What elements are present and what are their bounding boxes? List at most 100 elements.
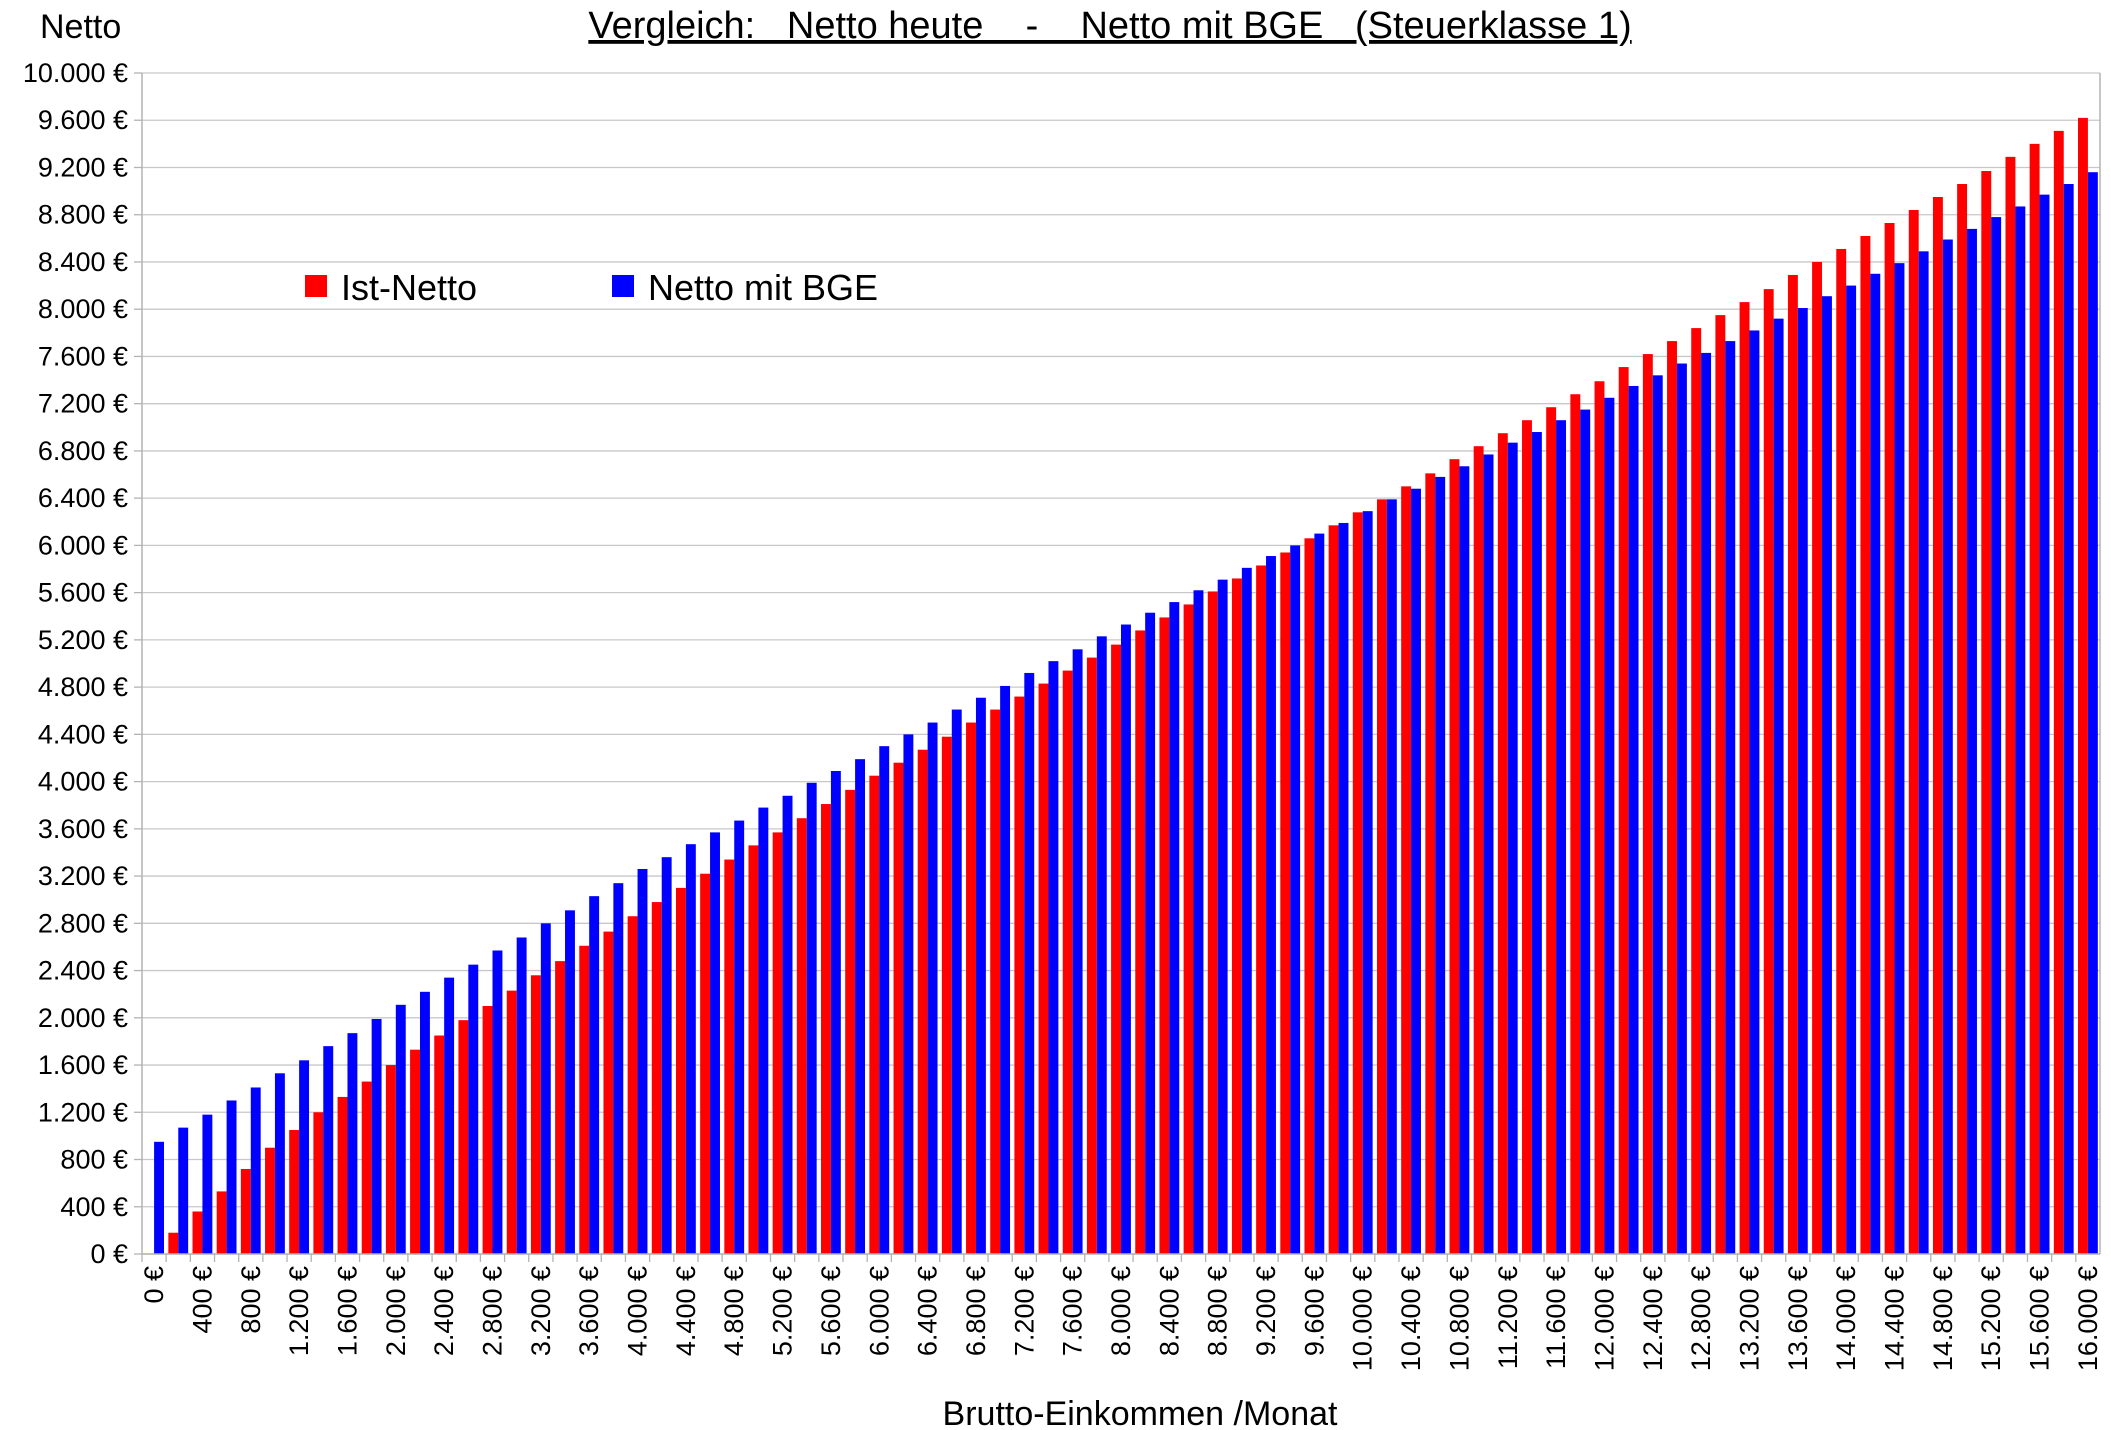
y-tick-label: 400 € [60, 1192, 128, 1222]
bar [250, 1087, 261, 1254]
x-tick-label: 15.600 € [2025, 1266, 2055, 1371]
bar [1860, 235, 1871, 1254]
bar [1483, 454, 1494, 1254]
x-tick-label: 0 € [139, 1266, 169, 1304]
bar [468, 964, 479, 1254]
bar [482, 1005, 493, 1254]
bar [675, 887, 686, 1254]
bar [855, 759, 866, 1254]
bar [202, 1114, 213, 1254]
x-tick-label: 8.800 € [1203, 1266, 1233, 1356]
y-tick-label: 5.200 € [38, 625, 128, 655]
bar [516, 937, 527, 1254]
bar [1667, 341, 1677, 1254]
x-tick-label: 2.000 € [381, 1266, 411, 1356]
chart-title: Vergleich: Netto heute - Netto mit BGE (… [588, 5, 1631, 47]
bar [492, 950, 503, 1254]
bar [1352, 512, 1363, 1254]
bar [1411, 488, 1421, 1254]
bar [361, 1081, 372, 1254]
x-tick-label: 6.000 € [864, 1266, 894, 1356]
bar [1604, 397, 1615, 1254]
bar [565, 910, 575, 1254]
bar [168, 1232, 179, 1254]
bar [661, 857, 672, 1254]
bar [700, 873, 711, 1254]
x-tick-label: 800 € [236, 1266, 266, 1334]
bar [1715, 315, 1726, 1255]
y-tick-label: 3.600 € [38, 814, 128, 844]
x-tick-label: 15.200 € [1976, 1266, 2006, 1371]
bar [1241, 567, 1252, 1254]
bar [192, 1211, 203, 1254]
bar [2063, 184, 2074, 1254]
y-tick-label: 6.800 € [38, 436, 128, 466]
bar [540, 923, 551, 1254]
bar [893, 762, 904, 1254]
bar [2078, 117, 2088, 1254]
bar [1691, 328, 1702, 1254]
y-tick-label: 8.800 € [38, 200, 128, 230]
bar [1836, 248, 1847, 1254]
bar [2029, 143, 2040, 1255]
bar [1328, 525, 1339, 1254]
bar [274, 1073, 285, 1254]
x-tick-label: 10.400 € [1396, 1266, 1426, 1371]
bar [313, 1112, 324, 1254]
bar [1957, 184, 1968, 1254]
bar [1207, 591, 1218, 1254]
y-tick-label: 5.600 € [38, 578, 128, 608]
bar [385, 1065, 396, 1254]
legend-swatch [612, 275, 634, 297]
bar [434, 1035, 445, 1254]
bar [323, 1046, 334, 1254]
x-tick-label: 5.200 € [768, 1266, 798, 1356]
bar [419, 991, 430, 1254]
bar [347, 1033, 358, 1254]
bar [1556, 420, 1567, 1254]
bar [1256, 565, 1267, 1254]
x-tick-label: 12.800 € [1686, 1266, 1716, 1371]
bar [371, 1018, 382, 1254]
x-tick-label: 3.200 € [526, 1266, 556, 1356]
bar [1449, 459, 1460, 1254]
bar [796, 818, 807, 1254]
bar [1618, 367, 1629, 1255]
bar [1546, 407, 1557, 1254]
bar [1497, 433, 1508, 1255]
bar [579, 945, 590, 1254]
bar [410, 1049, 420, 1254]
bar [1217, 579, 1228, 1254]
bar [240, 1168, 251, 1254]
bar [1290, 545, 1301, 1254]
bar [444, 977, 455, 1254]
bar [1304, 538, 1315, 1254]
bar [1846, 285, 1857, 1255]
bar [2015, 206, 2026, 1254]
bar [1121, 624, 1131, 1254]
bar [1145, 612, 1156, 1254]
bar [869, 775, 880, 1254]
bar [1231, 578, 1242, 1254]
bar [1086, 657, 1097, 1254]
y-tick-label: 4.800 € [38, 672, 128, 702]
y-tick-label: 7.600 € [38, 341, 128, 371]
x-tick-label: 7.600 € [1058, 1266, 1088, 1356]
bar [1435, 476, 1446, 1255]
y-tick-label: 6.000 € [38, 530, 128, 560]
x-tick-label: 4.400 € [671, 1266, 701, 1356]
bar [1507, 442, 1518, 1254]
bar [1918, 251, 1929, 1254]
bar [555, 961, 566, 1254]
x-tick-label: 1.600 € [332, 1266, 362, 1356]
x-tick-label: 14.400 € [1880, 1266, 1910, 1371]
bar [1580, 409, 1591, 1255]
bar [1135, 630, 1146, 1254]
bar [613, 883, 624, 1254]
bar [1642, 354, 1653, 1254]
x-tick-label: 9.200 € [1251, 1266, 1281, 1356]
bar [724, 859, 735, 1254]
bar [1111, 644, 1121, 1254]
